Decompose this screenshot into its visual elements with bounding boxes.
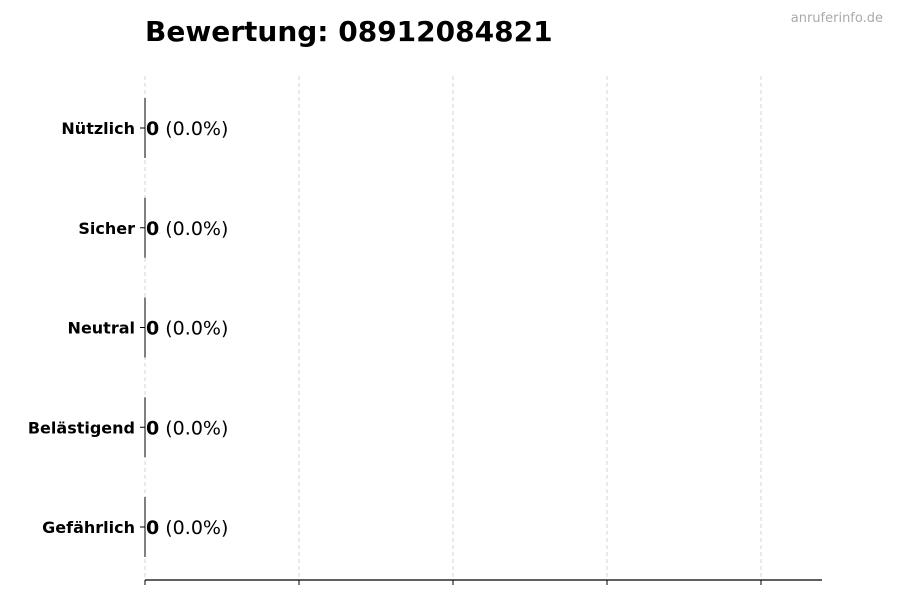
data-label-count: 0 (146, 318, 159, 340)
data-label: 0 (0.0%) (146, 417, 228, 439)
y-tick-label: Neutral (68, 319, 135, 338)
data-label-percent: (0.0%) (159, 118, 228, 140)
data-label-count: 0 (146, 118, 159, 140)
data-label-percent: (0.0%) (159, 318, 228, 340)
data-label: 0 (0.0%) (146, 118, 228, 140)
data-label-percent: (0.0%) (159, 517, 228, 539)
data-label: 0 (0.0%) (146, 318, 228, 340)
x-axis-ticks (144, 580, 762, 585)
data-label: 0 (0.0%) (146, 218, 228, 240)
data-label-percent: (0.0%) (159, 417, 228, 439)
y-axis-labels: Nützlich Sicher Neutral Belästigend Gefährli… (28, 119, 145, 537)
data-label: 0 (0.0%) (146, 517, 228, 539)
data-label-count: 0 (146, 218, 159, 240)
watermark: anruferinfo.de (791, 11, 883, 26)
data-label-count: 0 (146, 417, 159, 439)
chart-title: Bewertung: 08912084821 (145, 15, 553, 48)
y-tick-label: Gefährlich (42, 518, 135, 537)
data-label-percent: (0.0%) (159, 218, 228, 240)
y-tick-label: Nützlich (61, 119, 135, 138)
data-labels: 0 (0.0%)0 (0.0%)0 (0.0%)0 (0.0%)0 (0.0%) (146, 118, 228, 539)
grid-lines (144, 76, 762, 580)
data-label-count: 0 (146, 517, 159, 539)
y-tick-label: Sicher (78, 219, 135, 238)
y-tick-label: Belästigend (28, 418, 135, 437)
